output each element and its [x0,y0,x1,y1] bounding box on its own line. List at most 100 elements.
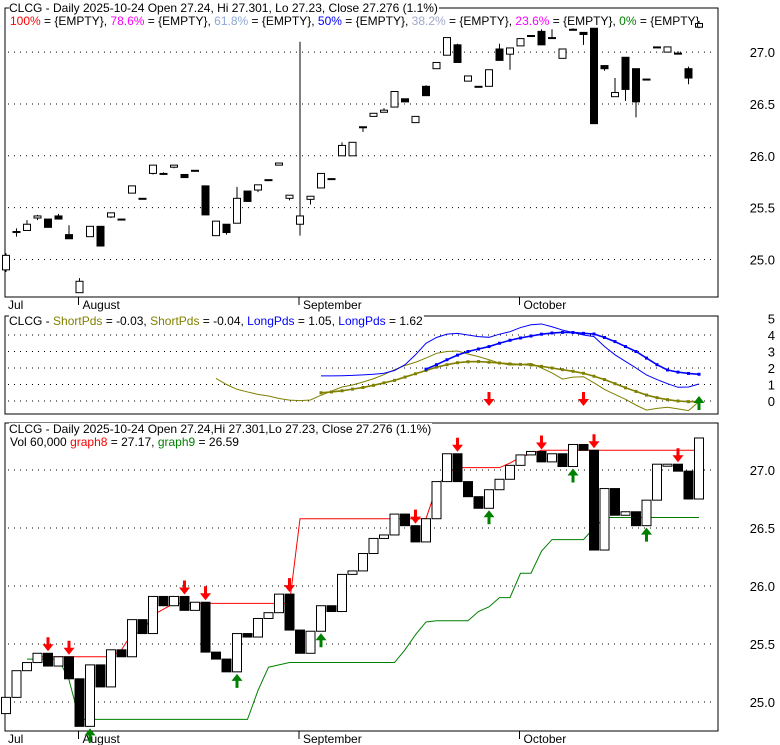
oscillator-point [540,332,543,336]
oscillator-tick-label: 2 [768,361,775,376]
panel-frame-mid [4,315,719,415]
oscillator-point [519,336,522,340]
panel-frame-top [4,7,719,298]
candle-body [590,27,598,125]
price-tick-label: 26.0 [750,579,775,594]
candle-body [621,56,630,90]
price-tick-label: 25.0 [750,253,775,268]
lower-bar [316,605,326,632]
oscillator-point [561,368,564,372]
sell-arrow-icon [483,392,495,406]
price-tick-label: 26.5 [750,97,775,112]
candle-body [159,172,168,175]
oscillator-tick-label: 5 [768,312,775,327]
lower-bar [599,488,610,551]
price-tick-label: 27.0 [750,463,775,478]
lower-bar [421,518,431,543]
oscillator-point [372,383,375,387]
sell-arrow-icon [452,437,463,452]
candle-body [254,184,262,191]
lower-bar [242,633,253,638]
oscillator-point [655,363,659,367]
candle-body [495,48,504,61]
oscillator-point [414,372,417,376]
oscillator-tick-label: 1 [768,378,775,393]
candle-body [348,141,357,157]
candle-body [170,164,178,168]
lower-bar [379,534,389,539]
candle-body [653,46,661,49]
candle-body [44,218,52,228]
oscillator-line [320,360,700,403]
oscillator-series-value: 1.62 [399,314,423,328]
price-tick-label: 25.5 [750,637,775,652]
lower-bar [137,619,148,635]
oscillator-point [592,374,596,378]
candle-body [422,85,430,97]
sell-arrow-icon [63,640,75,655]
candle-body [569,28,577,31]
candle-body [359,126,367,129]
candle-body [474,85,483,88]
oscillator-point [435,363,438,367]
oscillator-tick-label: 4 [768,328,775,343]
candle-body [537,30,546,46]
lower-bar [683,470,694,500]
candle-body [65,234,73,240]
candle-body [684,68,693,79]
oscillator-point [634,389,638,393]
candle-body [212,220,220,237]
lower-bar [610,488,620,516]
candle-body [401,98,409,103]
lower-bar [536,450,547,463]
month-label: August [83,298,121,312]
oscillator-legend: CLCG - ShortPds = -0.03, ShortPds = -0.0… [9,314,424,328]
candle-body [275,162,283,166]
oscillator-point [361,385,365,389]
candle-body [369,112,378,117]
candle-body [264,179,273,182]
lower-bar [568,443,578,468]
lower-bar [673,463,683,472]
lower-bar [662,463,673,467]
oscillator-point [582,331,585,335]
oscillator-point [445,363,449,367]
oscillator-point [582,371,585,375]
oscillator-point [624,386,627,390]
oscillator-point [571,331,575,335]
lower-bar [74,678,85,727]
oscillator-point [487,360,491,364]
lower-bar [515,454,526,466]
oscillator-series-value: -0.03 [116,314,144,328]
sell-arrow-icon [179,580,190,595]
oscillator-tick-label: 0 [768,394,775,409]
lower-bar [85,664,95,727]
sell-arrow-icon [410,509,421,524]
price-panel-title: CLCG - Daily 2025-10-24 Open 27.24, Hi 2… [9,1,439,15]
sell-arrow-icon [284,578,295,593]
candle-body [243,190,252,202]
candle-body [2,254,10,271]
fib-level-label: 61.8% [214,14,249,28]
sell-arrow-icon [536,435,547,450]
graph8-line [37,449,699,658]
oscillator-point [498,341,501,345]
oscillator-point [351,387,354,391]
oscillator-tick-label: 3 [768,345,775,360]
oscillator-point [540,364,543,368]
oscillator-point [571,369,575,373]
lower-bar [389,513,400,536]
candle-body [149,164,157,174]
oscillator-series-value: 1.05 [308,314,332,328]
candle-body [527,35,535,38]
candle-body [33,215,42,219]
oscillator-prefix: CLCG - [9,314,54,328]
candle-body [611,92,619,98]
lower-bar [589,449,599,551]
fib-level-value: {EMPTY} [355,14,405,28]
candle-body [75,280,84,294]
fib-level-label: 50% [317,14,342,28]
lower-bar [95,664,106,688]
lower-bar [410,525,421,543]
oscillator-point [529,334,533,338]
